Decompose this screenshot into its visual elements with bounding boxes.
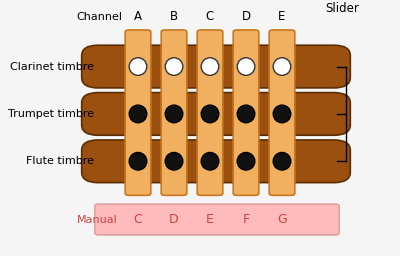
FancyBboxPatch shape [233, 30, 259, 195]
Text: Flute timbre: Flute timbre [26, 156, 94, 166]
Ellipse shape [273, 58, 291, 75]
Ellipse shape [237, 58, 255, 75]
Ellipse shape [129, 58, 147, 75]
Text: C: C [206, 10, 214, 23]
Ellipse shape [201, 105, 219, 123]
Ellipse shape [237, 153, 255, 170]
Ellipse shape [129, 105, 147, 123]
FancyBboxPatch shape [269, 30, 295, 195]
FancyBboxPatch shape [125, 30, 151, 195]
Text: C: C [134, 213, 142, 226]
Text: A: A [134, 10, 142, 23]
Ellipse shape [129, 153, 147, 170]
Text: F: F [242, 213, 250, 226]
FancyBboxPatch shape [82, 93, 350, 135]
Text: E: E [278, 10, 286, 23]
Text: Trumpet timbre: Trumpet timbre [8, 109, 94, 119]
Ellipse shape [165, 58, 183, 75]
Ellipse shape [201, 153, 219, 170]
FancyBboxPatch shape [95, 204, 339, 235]
Text: Manual: Manual [77, 215, 118, 225]
FancyBboxPatch shape [161, 30, 187, 195]
FancyBboxPatch shape [197, 30, 223, 195]
FancyBboxPatch shape [82, 140, 350, 183]
Text: Clarinet timbre: Clarinet timbre [10, 61, 94, 72]
Text: Channel: Channel [76, 12, 122, 22]
Text: G: G [277, 213, 287, 226]
Text: E: E [206, 213, 214, 226]
Ellipse shape [165, 105, 183, 123]
Text: B: B [170, 10, 178, 23]
Ellipse shape [273, 153, 291, 170]
Ellipse shape [273, 105, 291, 123]
Ellipse shape [237, 105, 255, 123]
Text: D: D [169, 213, 179, 226]
Ellipse shape [201, 58, 219, 75]
Text: Slider: Slider [325, 3, 359, 15]
Ellipse shape [165, 153, 183, 170]
Text: D: D [242, 10, 250, 23]
FancyBboxPatch shape [82, 45, 350, 88]
